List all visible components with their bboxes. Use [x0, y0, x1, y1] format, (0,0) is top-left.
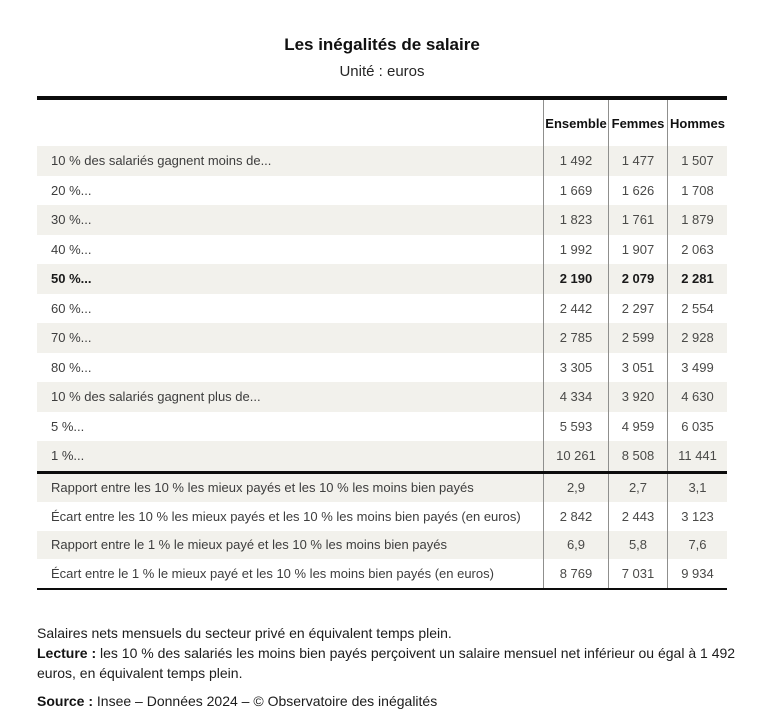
row-value-hommes: 2 063	[667, 234, 727, 264]
row-value-hommes: 2 928	[667, 323, 727, 353]
table-row: 10 % des salariés gagnent moins de... 1 …	[37, 146, 727, 176]
unit-subtitle: Unité : euros	[339, 63, 425, 80]
table-row: 70 %... 2 785 2 599 2 928	[37, 323, 727, 353]
note-lecture: Lecture : les 10 % des salariés les moin…	[37, 643, 749, 683]
salary-table: Ensemble Femmes Hommes 10 % des salariés…	[37, 96, 727, 590]
table-row: Rapport entre le 1 % le mieux payé et le…	[37, 530, 727, 559]
row-label: 80 %...	[51, 359, 92, 375]
row-value-ensemble: 1 492	[543, 146, 608, 176]
row-value-femmes: 2 297	[608, 293, 667, 323]
row-value-hommes: 7,6	[667, 530, 727, 559]
row-value-femmes: 2,7	[608, 473, 667, 502]
row-label: Écart entre le 1 % le mieux payé et les …	[51, 565, 494, 581]
table-row: 40 %... 1 992 1 907 2 063	[37, 234, 727, 264]
row-value-ensemble: 5 593	[543, 411, 608, 441]
row-value-hommes: 4 630	[667, 382, 727, 412]
row-value-femmes: 4 959	[608, 411, 667, 441]
table-row: Écart entre les 10 % les mieux payés et …	[37, 502, 727, 531]
row-value-femmes: 2 443	[608, 502, 667, 531]
row-label: Écart entre les 10 % les mieux payés et …	[51, 508, 521, 524]
row-value-hommes: 3 123	[667, 502, 727, 531]
row-value-ensemble: 6,9	[543, 530, 608, 559]
table-body-quantiles: 10 % des salariés gagnent moins de... 1 …	[37, 146, 727, 471]
row-value-hommes: 3 499	[667, 352, 727, 382]
row-value-femmes: 2 599	[608, 323, 667, 353]
note-source: Source : Insee – Données 2024 – © Observ…	[37, 691, 749, 711]
row-value-femmes: 8 508	[608, 441, 667, 471]
table-row: 60 %... 2 442 2 297 2 554	[37, 293, 727, 323]
row-label: 20 %...	[51, 182, 92, 198]
table-row: 1 %... 10 261 8 508 11 441	[37, 441, 727, 471]
footnotes: Salaires nets mensuels du secteur privé …	[37, 623, 749, 711]
row-value-ensemble: 2 190	[543, 264, 608, 294]
row-value-ensemble: 8 769	[543, 559, 608, 588]
row-label: 70 %...	[51, 330, 92, 346]
row-value-hommes: 1 879	[667, 205, 727, 235]
table-row: 5 %... 5 593 4 959 6 035	[37, 411, 727, 441]
row-value-ensemble: 1 669	[543, 175, 608, 205]
row-value-hommes: 2 281	[667, 264, 727, 294]
row-value-hommes: 9 934	[667, 559, 727, 588]
row-value-ensemble: 2 842	[543, 502, 608, 531]
row-value-hommes: 1 507	[667, 146, 727, 176]
row-value-femmes: 2 079	[608, 264, 667, 294]
lecture-label: Lecture :	[37, 644, 97, 661]
row-label: Rapport entre le 1 % le mieux payé et le…	[51, 537, 447, 553]
table-row: 80 %... 3 305 3 051 3 499	[37, 352, 727, 382]
row-value-femmes: 3 051	[608, 352, 667, 382]
row-value-femmes: 5,8	[608, 530, 667, 559]
row-value-femmes: 1 907	[608, 234, 667, 264]
row-value-hommes: 3,1	[667, 473, 727, 502]
row-value-femmes: 1 626	[608, 175, 667, 205]
row-value-femmes: 7 031	[608, 559, 667, 588]
row-value-ensemble: 4 334	[543, 382, 608, 412]
source-text: Insee – Données 2024 – © Observatoire de…	[93, 692, 438, 709]
row-label: 1 %...	[51, 448, 85, 464]
row-value-femmes: 3 920	[608, 382, 667, 412]
header-spacer	[37, 100, 543, 146]
row-label: 10 % des salariés gagnent moins de...	[51, 153, 272, 169]
column-header-ensemble: Ensemble	[543, 100, 608, 146]
table-row: 20 %... 1 669 1 626 1 708	[37, 175, 727, 205]
row-label: 40 %...	[51, 241, 92, 257]
table-row: Écart entre le 1 % le mieux payé et les …	[37, 559, 727, 588]
row-value-ensemble: 1 823	[543, 205, 608, 235]
row-value-hommes: 1 708	[667, 175, 727, 205]
column-header-hommes: Hommes	[667, 100, 727, 146]
row-value-hommes: 11 441	[667, 441, 727, 471]
page-title: Les inégalités de salaire	[284, 35, 480, 54]
row-value-ensemble: 1 992	[543, 234, 608, 264]
row-value-femmes: 1 761	[608, 205, 667, 235]
table-row: 50 %... 2 190 2 079 2 281	[37, 264, 727, 294]
note-definition: Salaires nets mensuels du secteur privé …	[37, 624, 452, 641]
row-value-ensemble: 2,9	[543, 473, 608, 502]
table-header-row: Ensemble Femmes Hommes	[37, 100, 727, 146]
row-label: 60 %...	[51, 300, 92, 316]
row-value-ensemble: 2 785	[543, 323, 608, 353]
row-label: 5 %...	[51, 418, 85, 434]
table-row: Rapport entre les 10 % les mieux payés e…	[37, 473, 727, 502]
row-value-femmes: 1 477	[608, 146, 667, 176]
row-value-hommes: 2 554	[667, 293, 727, 323]
row-value-ensemble: 10 261	[543, 441, 608, 471]
column-header-femmes: Femmes	[608, 100, 667, 146]
row-value-ensemble: 3 305	[543, 352, 608, 382]
source-label: Source :	[37, 692, 94, 709]
row-value-ensemble: 2 442	[543, 293, 608, 323]
table-row: 30 %... 1 823 1 761 1 879	[37, 205, 727, 235]
row-label: 50 %...	[51, 271, 92, 287]
row-label: 10 % des salariés gagnent plus de...	[51, 389, 261, 405]
row-value-hommes: 6 035	[667, 411, 727, 441]
table-body-summary: Rapport entre les 10 % les mieux payés e…	[37, 470, 727, 588]
table-row: 10 % des salariés gagnent plus de... 4 3…	[37, 382, 727, 412]
lecture-text: les 10 % des salariés les moins bien pay…	[37, 644, 736, 681]
row-label: 30 %...	[51, 212, 92, 228]
row-label: Rapport entre les 10 % les mieux payés e…	[51, 480, 474, 496]
